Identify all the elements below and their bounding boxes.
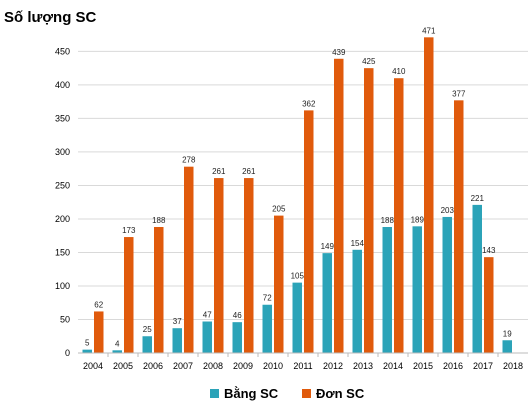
data-label: 5 xyxy=(85,339,90,348)
bar-don-sc xyxy=(304,110,314,353)
y-tick-label: 300 xyxy=(55,147,70,157)
bar-don-sc xyxy=(244,178,254,353)
x-axis-ticks: 2004 2005 2006 2007 2008 2009 2010 2011 2012 2013… xyxy=(83,353,523,371)
y-tick-label: 250 xyxy=(55,180,70,190)
bar-don-sc xyxy=(184,166,194,353)
data-label: 205 xyxy=(272,205,286,214)
bar-don-sc xyxy=(274,215,284,353)
x-tick-label: 2010 xyxy=(263,361,283,371)
bar-don-sc xyxy=(124,237,134,353)
bars xyxy=(82,37,512,354)
data-label: 203 xyxy=(441,206,455,215)
data-label: 278 xyxy=(182,156,196,165)
data-label: 62 xyxy=(94,300,103,309)
x-tick-label: 2015 xyxy=(413,361,433,371)
legend-label: Bằng SC xyxy=(224,386,279,401)
legend-label: Đơn SC xyxy=(316,386,365,401)
x-tick-label: 2006 xyxy=(143,361,163,371)
x-tick-label: 2014 xyxy=(383,361,403,371)
bar-bang-sc xyxy=(472,204,482,353)
y-tick-label: 150 xyxy=(55,247,70,257)
x-tick-label: 2005 xyxy=(113,361,133,371)
data-label: 19 xyxy=(503,329,512,338)
data-label: 4 xyxy=(115,339,120,348)
y-axis-ticks: 0 50 100 150 200 250 300 350 400 450 xyxy=(55,46,70,358)
data-label: 410 xyxy=(392,67,406,76)
legend: Bằng SC Đơn SC xyxy=(210,386,365,401)
y-tick-label: 200 xyxy=(55,214,70,224)
bar-don-sc xyxy=(424,37,434,354)
data-label: 188 xyxy=(381,216,395,225)
data-label: 261 xyxy=(212,167,226,176)
y-tick-label: 50 xyxy=(60,314,70,324)
data-label: 47 xyxy=(203,311,212,320)
bar-bang-sc xyxy=(352,249,362,353)
x-tick-label: 2013 xyxy=(353,361,373,371)
x-tick-label: 2016 xyxy=(443,361,463,371)
bar-bang-sc xyxy=(82,349,92,353)
y-tick-label: 450 xyxy=(55,46,70,56)
bar-don-sc xyxy=(94,311,104,353)
y-tick-label: 400 xyxy=(55,80,70,90)
data-label: 37 xyxy=(173,317,182,326)
x-tick-label: 2018 xyxy=(503,361,523,371)
gridlines xyxy=(78,50,528,320)
bar-bang-sc xyxy=(202,321,212,353)
bar-bang-sc xyxy=(322,253,332,353)
data-label: 149 xyxy=(321,242,335,251)
data-label: 173 xyxy=(122,226,136,235)
data-label: 188 xyxy=(152,216,166,225)
x-tick-label: 2011 xyxy=(293,361,312,371)
y-tick-label: 100 xyxy=(55,281,70,291)
data-label: 46 xyxy=(233,311,242,320)
data-label: 439 xyxy=(332,48,346,57)
y-tick-label: 350 xyxy=(55,113,70,123)
legend-swatch xyxy=(210,389,219,398)
bar-don-sc xyxy=(364,68,374,353)
data-label: 261 xyxy=(242,167,256,176)
x-tick-label: 2009 xyxy=(233,361,253,371)
bar-bang-sc xyxy=(232,322,242,353)
bar-bang-sc xyxy=(142,336,152,353)
bar-don-sc xyxy=(334,58,344,353)
data-label: 221 xyxy=(471,194,485,203)
bar-bang-sc xyxy=(412,226,422,353)
bar-bang-sc xyxy=(292,282,302,353)
bar-don-sc xyxy=(394,78,404,353)
data-label: 471 xyxy=(422,26,436,35)
x-tick-label: 2012 xyxy=(323,361,343,371)
bar-bang-sc xyxy=(442,216,452,353)
bar-bang-sc xyxy=(262,304,272,353)
data-label: 143 xyxy=(482,246,496,255)
bar-bang-sc xyxy=(502,340,512,353)
bar-don-sc xyxy=(484,257,494,353)
bar-don-sc xyxy=(454,100,464,353)
x-tick-label: 2008 xyxy=(203,361,223,371)
data-label: 377 xyxy=(452,89,466,98)
legend-swatch xyxy=(302,389,311,398)
data-label: 189 xyxy=(411,215,425,224)
bar-bang-sc xyxy=(382,227,392,353)
bar-bang-sc xyxy=(172,328,182,353)
data-label: 425 xyxy=(362,57,376,66)
data-label: 72 xyxy=(263,294,272,303)
x-tick-label: 2004 xyxy=(83,361,103,371)
x-tick-label: 2017 xyxy=(473,361,493,371)
bar-don-sc xyxy=(214,178,224,353)
bar-bang-sc xyxy=(112,350,122,353)
data-label: 154 xyxy=(351,239,365,248)
data-label: 105 xyxy=(291,272,305,281)
data-label: 362 xyxy=(302,99,316,108)
y-tick-label: 0 xyxy=(65,348,70,358)
data-label: 25 xyxy=(143,325,152,334)
bar-don-sc xyxy=(154,227,164,353)
y-axis-title: Số lượng SC xyxy=(4,9,97,26)
x-tick-label: 2007 xyxy=(173,361,193,371)
